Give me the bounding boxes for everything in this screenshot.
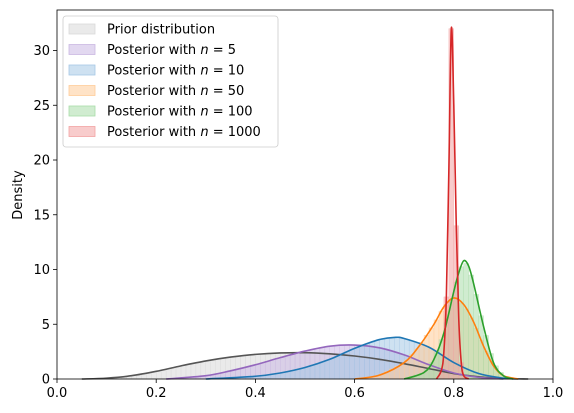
series-4-bar <box>463 263 469 380</box>
legend-frame <box>62 15 279 148</box>
x-tick-label: 0.8 <box>443 386 464 401</box>
series-0-bar <box>160 369 167 380</box>
legend-swatch <box>68 44 96 55</box>
legend-label: Posterior with n = 100 <box>107 105 253 120</box>
x-tick-label: 0.4 <box>245 386 266 401</box>
legend: Prior distribution Posterior with n = 5 Po… <box>62 15 279 148</box>
series-2-bar <box>299 367 306 380</box>
series-4-bar <box>473 294 479 380</box>
series-0-bar <box>175 366 182 380</box>
y-tick-label: 0 <box>42 373 50 388</box>
legend-swatch <box>68 64 96 76</box>
series-2-bar <box>304 366 311 380</box>
series-4-bar <box>468 274 474 380</box>
series-2-bar <box>314 363 321 380</box>
x-tick-label: 0.0 <box>47 386 68 401</box>
legend-swatch <box>68 126 96 137</box>
series-2-bar <box>309 364 316 380</box>
series-2-bar <box>329 358 335 380</box>
legend-label: Posterior with n = 5 <box>107 43 236 58</box>
legend-swatch <box>68 23 96 35</box>
series-2-bar <box>324 359 330 380</box>
axes-frame <box>56 9 554 380</box>
y-tick-label: 10 <box>33 263 50 278</box>
series-2-bar <box>339 353 345 380</box>
series-1-density-line <box>166 344 504 380</box>
series-0-bar <box>165 368 172 380</box>
series-2-bar <box>334 355 340 380</box>
y-tick-label: 5 <box>42 318 50 333</box>
series-4-density-line <box>403 259 514 380</box>
x-tick-label: 0.2 <box>146 386 167 401</box>
x-tick-label: 0.6 <box>344 386 365 401</box>
y-axis-title: Density <box>11 170 26 220</box>
legend-swatch <box>68 105 96 117</box>
legend-label: Prior distribution <box>107 23 215 38</box>
legend-label: Posterior with n = 1000 <box>107 125 261 140</box>
series-2-bar <box>354 347 360 380</box>
y-tick-label: 20 <box>33 154 50 169</box>
series-0-bar <box>170 367 177 380</box>
series-2-bar <box>349 349 355 380</box>
series-2-bar <box>359 345 365 380</box>
x-axis: 0.0 0.2 0.4 0.6 0.8 1.0 <box>47 379 564 401</box>
legend-swatch <box>68 85 96 96</box>
series-2-bar <box>319 361 326 380</box>
series-2-bar <box>369 342 375 380</box>
y-tick-label: 25 <box>33 99 50 114</box>
series-5-density-line <box>435 26 470 380</box>
series-2-density-line <box>205 336 519 380</box>
y-tick-label: 15 <box>33 208 50 223</box>
series-0-bar <box>155 370 162 380</box>
series-2-bar <box>364 343 370 380</box>
legend-label: Posterior with n = 10 <box>107 64 244 79</box>
y-tick-label: 30 <box>33 44 50 59</box>
series-3-density-line <box>354 297 519 380</box>
x-tick-label: 1.0 <box>543 386 564 401</box>
y-axis: 0 5 10 15 20 25 30 <box>33 44 57 388</box>
legend-label: Posterior with n = 50 <box>107 84 244 99</box>
